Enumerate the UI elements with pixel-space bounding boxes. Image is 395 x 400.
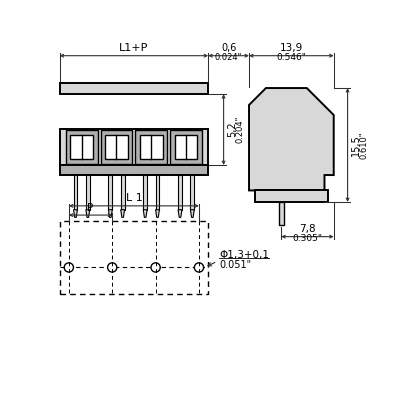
Bar: [175, 135, 198, 159]
Bar: [60, 83, 208, 94]
Polygon shape: [121, 210, 124, 218]
Polygon shape: [156, 210, 160, 218]
Polygon shape: [73, 210, 77, 218]
Bar: [278, 202, 284, 225]
Bar: [135, 130, 167, 164]
Polygon shape: [108, 210, 112, 218]
Bar: [190, 175, 194, 210]
Polygon shape: [143, 210, 147, 218]
Bar: [101, 130, 132, 164]
Text: 15,5: 15,5: [352, 134, 361, 156]
Text: 0.204": 0.204": [235, 116, 244, 143]
Bar: [60, 165, 208, 175]
Text: 7,8: 7,8: [299, 224, 316, 234]
Polygon shape: [178, 210, 182, 218]
Polygon shape: [249, 88, 334, 190]
Text: 0.546": 0.546": [276, 53, 306, 62]
Circle shape: [194, 263, 203, 272]
Circle shape: [64, 263, 73, 272]
Text: 0.024": 0.024": [215, 53, 242, 62]
Bar: [108, 175, 112, 210]
Circle shape: [107, 263, 117, 272]
Bar: [66, 130, 98, 164]
Polygon shape: [86, 210, 90, 218]
Bar: [178, 175, 182, 210]
Circle shape: [151, 263, 160, 272]
Text: 5,2: 5,2: [228, 122, 237, 138]
Bar: [255, 190, 327, 202]
Bar: [140, 135, 163, 159]
Bar: [121, 175, 124, 210]
Bar: [156, 175, 160, 210]
Text: L1+P: L1+P: [119, 43, 149, 53]
Text: 0,6: 0,6: [221, 43, 236, 53]
Polygon shape: [190, 210, 194, 218]
Bar: [170, 130, 202, 164]
Text: 0.610": 0.610": [359, 131, 368, 159]
Text: 0.305": 0.305": [292, 234, 322, 243]
Text: P: P: [87, 203, 94, 213]
Bar: [143, 175, 147, 210]
Bar: [60, 221, 208, 294]
Text: 0.051": 0.051": [219, 260, 251, 270]
Text: L 1: L 1: [126, 193, 142, 203]
Bar: [73, 175, 77, 210]
Text: 13,9: 13,9: [280, 43, 303, 53]
Bar: [105, 135, 128, 159]
Bar: [70, 135, 93, 159]
Text: Φ1,3+0,1: Φ1,3+0,1: [219, 250, 269, 260]
Bar: [86, 175, 90, 210]
Bar: [60, 129, 208, 165]
